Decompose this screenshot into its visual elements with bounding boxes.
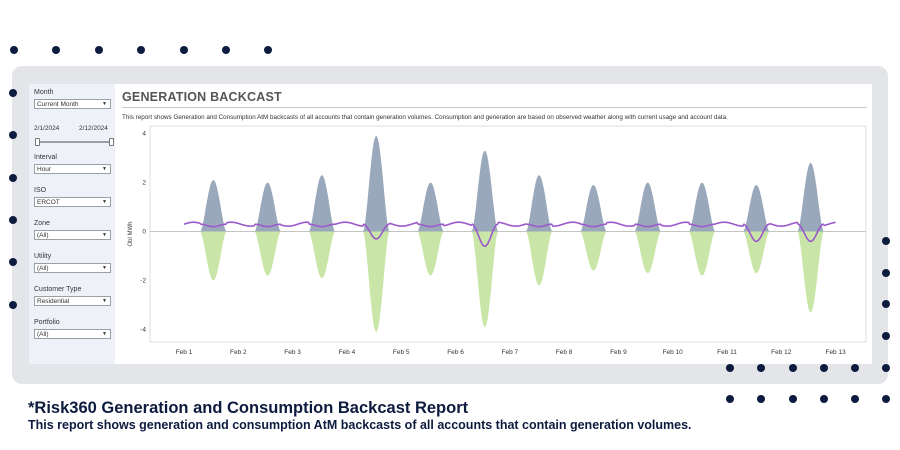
chevron-down-icon: ▼ xyxy=(102,199,107,205)
iso-label: ISO xyxy=(34,187,47,194)
customer-type-value: Residential xyxy=(37,298,70,305)
dot xyxy=(52,46,60,54)
dot xyxy=(726,395,734,403)
y-tick-label: 0 xyxy=(142,229,146,236)
dot xyxy=(137,46,145,54)
customer-type-select[interactable]: Residential ▼ xyxy=(34,296,111,306)
x-tick-label: Feb 9 xyxy=(610,349,627,356)
x-tick-label: Feb 12 xyxy=(771,349,792,356)
dot xyxy=(757,364,765,372)
dot xyxy=(882,395,890,403)
iso-value: ERCOT xyxy=(37,199,60,206)
dot xyxy=(882,364,890,372)
interval-select[interactable]: Hour ▼ xyxy=(34,164,111,174)
filter-panel: Month Current Month ▼ 2/1/2024 2/12/2024 … xyxy=(29,84,115,364)
title-divider xyxy=(122,107,867,108)
dot xyxy=(851,395,859,403)
report-title: GENERATION BACKCAST xyxy=(122,90,282,104)
date-range-start: 2/1/2024 xyxy=(34,125,60,132)
y-tick-label: -4 xyxy=(140,327,146,334)
y-axis-label: Obl MWh xyxy=(128,221,134,246)
caption-title: *Risk360 Generation and Consumption Back… xyxy=(28,399,469,417)
date-range-end: 2/12/2024 xyxy=(79,125,108,132)
x-tick-label: Feb 11 xyxy=(717,349,737,356)
zone-label: Zone xyxy=(34,220,50,227)
month-select[interactable]: Current Month ▼ xyxy=(34,99,111,109)
x-tick-label: Feb 10 xyxy=(663,349,684,356)
dot xyxy=(180,46,188,54)
plot-border xyxy=(149,125,867,343)
x-tick-label: Feb 8 xyxy=(556,349,573,356)
dot xyxy=(95,46,103,54)
dot xyxy=(9,301,17,309)
generation-area xyxy=(184,135,836,232)
date-slider-start-handle[interactable] xyxy=(35,138,40,146)
net-line xyxy=(183,221,836,248)
interval-value: Hour xyxy=(37,166,52,173)
chevron-down-icon: ▼ xyxy=(102,166,107,172)
x-tick-label: Feb 13 xyxy=(825,349,846,356)
dot xyxy=(9,174,17,182)
chart-areas xyxy=(183,135,836,333)
chevron-down-icon: ▼ xyxy=(102,298,107,304)
y-tick-label: -2 xyxy=(140,278,146,285)
dot xyxy=(9,258,17,266)
chevron-down-icon: ▼ xyxy=(102,331,107,337)
utility-value: (All) xyxy=(37,265,49,272)
dot xyxy=(9,131,17,139)
dot xyxy=(882,300,890,308)
x-tick-label: Feb 2 xyxy=(230,349,247,356)
dot xyxy=(789,364,797,372)
zone-select[interactable]: (All) ▼ xyxy=(34,230,111,240)
y-tick-label: 2 xyxy=(142,179,146,186)
x-tick-label: Feb 5 xyxy=(393,349,410,356)
x-tick-label: Feb 6 xyxy=(447,349,464,356)
dot xyxy=(9,216,17,224)
customer-type-label: Customer Type xyxy=(34,286,82,293)
y-axis-ticks: 4 2 0 -2 -4 xyxy=(140,130,146,333)
backcast-chart: 420-2-4 Feb 1 Feb 2 Feb 3 Feb 4 Feb 5 Feb 6 Fe… xyxy=(128,125,867,356)
utility-label: Utility xyxy=(34,253,52,260)
date-range-slider[interactable] xyxy=(36,141,111,143)
report-description: This report shows Generation and Consump… xyxy=(122,114,728,121)
dot xyxy=(882,269,890,277)
dot xyxy=(882,237,890,245)
zone-value: (All) xyxy=(37,232,49,239)
month-label: Month xyxy=(34,89,54,96)
iso-select[interactable]: ERCOT ▼ xyxy=(34,197,111,207)
chevron-down-icon: ▼ xyxy=(102,232,107,238)
utility-select[interactable]: (All) ▼ xyxy=(34,263,111,273)
dot xyxy=(726,364,734,372)
portfolio-value: (All) xyxy=(37,331,49,338)
x-tick-label: Feb 4 xyxy=(339,349,356,356)
dot xyxy=(789,395,797,403)
portfolio-select[interactable]: (All) ▼ xyxy=(34,329,111,339)
dot xyxy=(851,364,859,372)
dot xyxy=(820,395,828,403)
caption-subtitle: This report shows generation and consump… xyxy=(28,418,692,432)
dot xyxy=(10,46,18,54)
y-tick-label: 4 xyxy=(142,130,146,137)
date-slider-end-handle[interactable] xyxy=(109,138,114,146)
x-tick-label: Feb 7 xyxy=(501,349,518,356)
x-tick-label: Feb 3 xyxy=(284,349,301,356)
x-axis-ticks: Feb 1 Feb 2 Feb 3 Feb 4 Feb 5 Feb 6 Feb 7 Feb 8… xyxy=(176,349,846,356)
chevron-down-icon: ▼ xyxy=(102,265,107,271)
dot xyxy=(9,89,17,97)
dot xyxy=(757,395,765,403)
consumption-area xyxy=(184,231,836,333)
x-tick-label: Feb 1 xyxy=(176,349,193,356)
chevron-down-icon: ▼ xyxy=(102,101,107,107)
dot xyxy=(820,364,828,372)
portfolio-label: Portfolio xyxy=(34,319,60,326)
dot xyxy=(264,46,272,54)
interval-label: Interval xyxy=(34,154,57,161)
dot xyxy=(222,46,230,54)
dot xyxy=(882,332,890,340)
month-value: Current Month xyxy=(37,101,79,108)
